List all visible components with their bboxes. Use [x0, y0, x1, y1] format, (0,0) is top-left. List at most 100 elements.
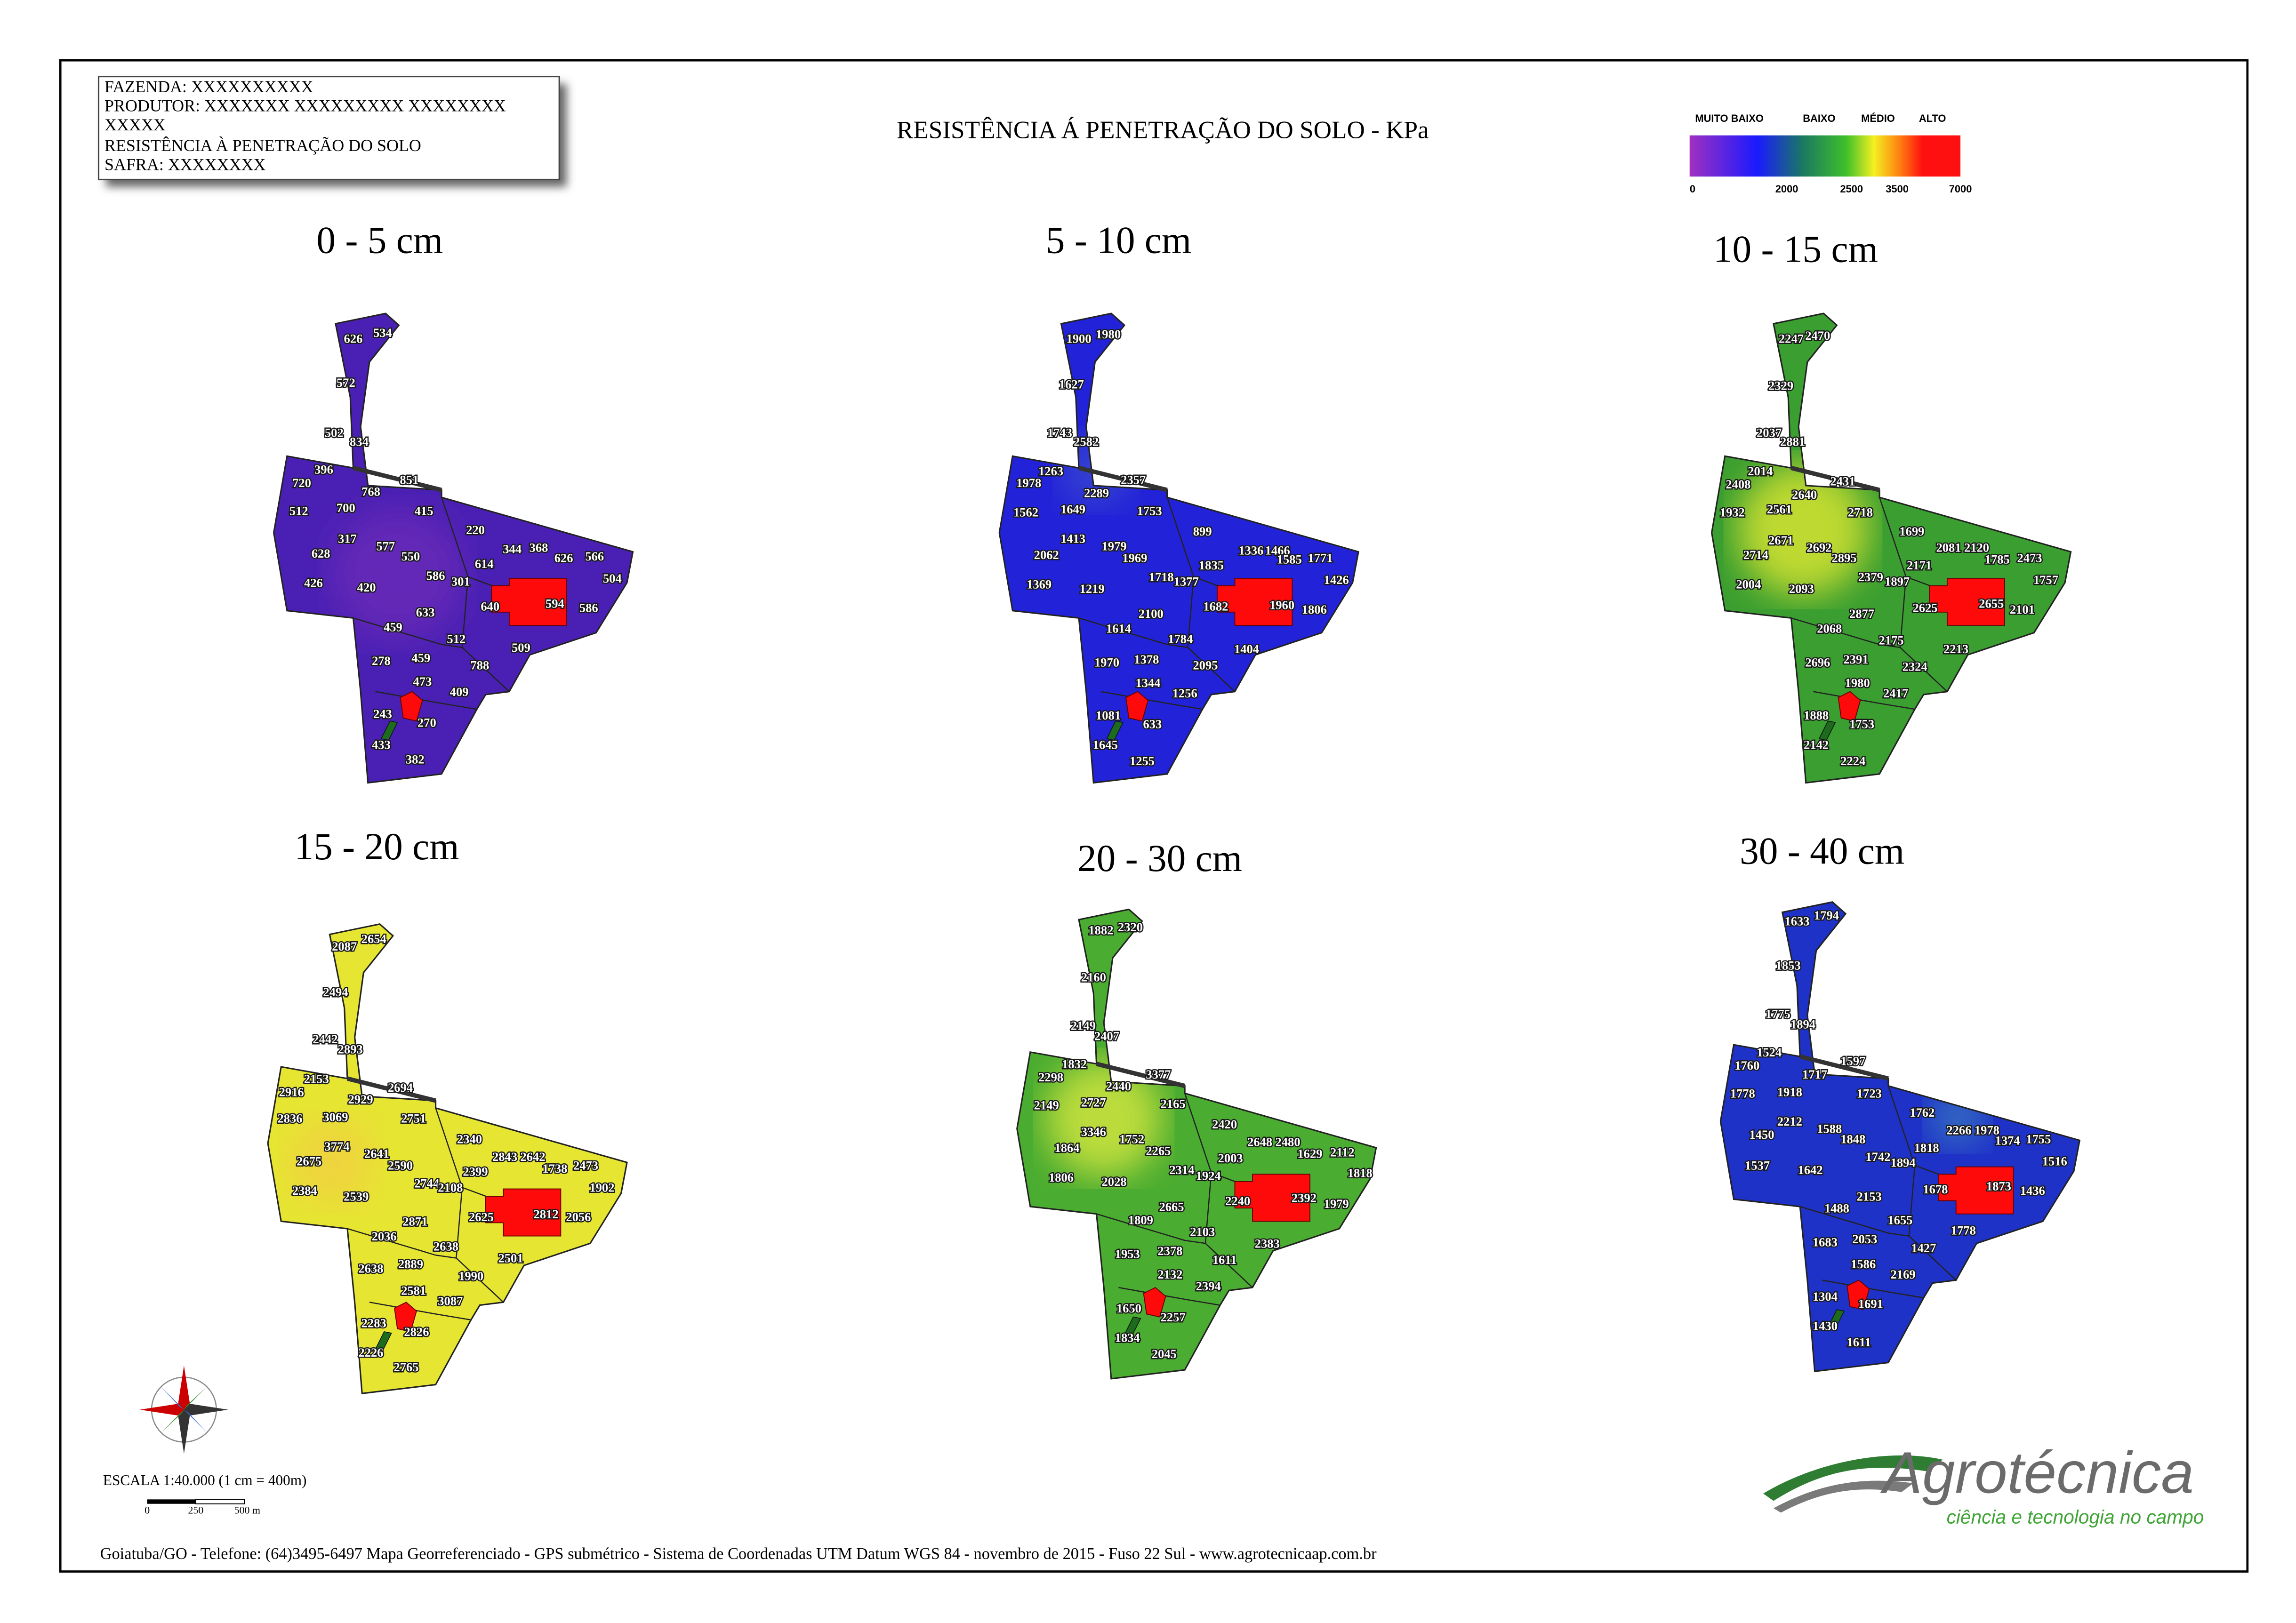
map-panel [1016, 908, 1377, 1380]
sample-value: 1835 [1199, 558, 1224, 572]
sample-value: 1655 [1887, 1213, 1912, 1227]
sample-value: 396 [314, 463, 333, 477]
sample-value: 1853 [1776, 958, 1801, 972]
sample-value: 1806 [1302, 602, 1327, 616]
sample-value: 1742 [1865, 1150, 1890, 1164]
sample-value: 1378 [1134, 652, 1159, 666]
sample-value: 2648 [1247, 1135, 1272, 1149]
sample-value: 2916 [279, 1085, 304, 1099]
sample-value: 626 [554, 551, 573, 565]
sample-value: 473 [413, 674, 432, 688]
sample-value: 1784 [1168, 632, 1193, 646]
sample-value: 2101 [2010, 602, 2035, 616]
boundary [1813, 691, 1915, 710]
sample-value: 1894 [1891, 1155, 1916, 1169]
sample-value: 2240 [1225, 1194, 1250, 1208]
field-area [1711, 313, 2071, 783]
sample-value: 2298 [1038, 1070, 1063, 1084]
sample-value: 1760 [1734, 1058, 1759, 1072]
sample-value: 1794 [1814, 908, 1839, 922]
sample-value: 1918 [1777, 1085, 1802, 1099]
zone-shade [1045, 1059, 1163, 1177]
sample-value: 550 [401, 549, 420, 563]
sample-value: 1678 [1923, 1182, 1948, 1196]
sample-value: 2871 [402, 1215, 427, 1229]
sample-value: 2581 [401, 1284, 426, 1298]
sample-value: 3377 [1146, 1067, 1171, 1081]
sample-value: 572 [337, 376, 355, 390]
sample-value: 1588 [1817, 1122, 1842, 1136]
header-box [97, 76, 560, 181]
map-title: 20 - 30 cm [1077, 837, 1242, 879]
sample-value: 628 [312, 546, 330, 560]
sample-value: 2068 [1817, 621, 1842, 635]
sample-value: 534 [373, 326, 392, 340]
sample-value: 1633 [1784, 914, 1809, 928]
sample-value: 2696 [1805, 655, 1830, 669]
sample-value: 2053 [1852, 1232, 1877, 1246]
sample-value: 1775 [1766, 1007, 1790, 1021]
field-area [999, 313, 1359, 783]
sample-value: 2175 [1879, 633, 1904, 647]
sample-value: 1645 [1093, 737, 1118, 752]
sample-value: 2036 [372, 1229, 397, 1243]
sample-value: 2642 [520, 1150, 545, 1164]
sample-value: 1627 [1059, 377, 1084, 391]
sample-value: 1404 [1234, 642, 1259, 656]
sample-value: 2470 [1805, 328, 1830, 343]
sample-value: 2494 [323, 985, 348, 999]
sample-value: 2638 [434, 1239, 458, 1254]
sample-value: 1450 [1749, 1127, 1774, 1142]
header-line: RESISTÊNCIA À PENETRAÇÃO DO SOLO [104, 136, 421, 155]
field-outline [1711, 312, 2072, 784]
sample-value: 720 [292, 476, 311, 490]
sample-value: 1524 [1757, 1045, 1782, 1059]
legend-tick: 2000 [1775, 183, 1798, 195]
footer: Goiatuba/GO - Telefone: (64)3495-6497 Ma… [100, 1545, 1377, 1563]
building [1846, 1279, 1870, 1311]
logo-tagline: ciência e tecnologia no campo [1947, 1506, 2204, 1528]
legend-label: MUITO BAIXO [1695, 112, 1763, 124]
sample-value: 2407 [1094, 1029, 1119, 1043]
sample-value: 1723 [1857, 1087, 1882, 1101]
title: RESISTÊNCIA Á PENETRAÇÃO DO SOLO - KPa [897, 117, 1429, 144]
sample-value: 2384 [292, 1183, 317, 1198]
sample-value: 2718 [1848, 505, 1873, 519]
zone-shade [1928, 1088, 1987, 1148]
sample-value: 1752 [1119, 1132, 1144, 1146]
logo-swoosh [1763, 1455, 1943, 1501]
map-title: 0 - 5 cm [316, 219, 443, 262]
sample-value: 1882 [1088, 923, 1113, 937]
sample-value: 2392 [1292, 1191, 1317, 1205]
sample-value: 2561 [1767, 502, 1792, 516]
sample-value: 409 [450, 685, 469, 699]
sample-value: 2539 [344, 1189, 369, 1203]
sample-value: 1924 [1196, 1169, 1221, 1183]
sample-value: 1902 [589, 1181, 614, 1195]
sample-value: 2108 [438, 1181, 463, 1195]
sample-value: 2843 [492, 1150, 517, 1164]
scale-bar [195, 1499, 245, 1504]
sample-value: 788 [470, 658, 489, 672]
sample-value: 220 [466, 523, 485, 537]
sample-value: 2692 [1806, 540, 1831, 554]
compass [140, 1365, 228, 1454]
header-line: SAFRA: XXXXXXXX [104, 155, 265, 174]
map-panel [1711, 312, 2072, 784]
sample-value: 1263 [1038, 464, 1063, 478]
map-panel [267, 923, 628, 1394]
map-title: 15 - 20 cm [295, 825, 459, 868]
sample-value: 2654 [361, 932, 386, 946]
sample-value: 2062 [1034, 548, 1059, 562]
sample-value: 2379 [1858, 570, 1883, 584]
sample-value: 301 [451, 574, 470, 588]
header-line: FAZENDA: XXXXXXXXXX [104, 77, 313, 96]
field-area [268, 924, 627, 1394]
legend: MUITO BAIXO BAIXO MÉDIO ALTO 0 2000 2500 3500 70… [1690, 112, 1972, 195]
sample-value: 2383 [1255, 1236, 1280, 1250]
sample-value: 1466 [1265, 544, 1290, 558]
pond [1827, 1309, 1845, 1329]
sample-value: 415 [415, 504, 434, 518]
sample-value: 1980 [1845, 676, 1870, 690]
sample-value: 1219 [1080, 582, 1105, 596]
